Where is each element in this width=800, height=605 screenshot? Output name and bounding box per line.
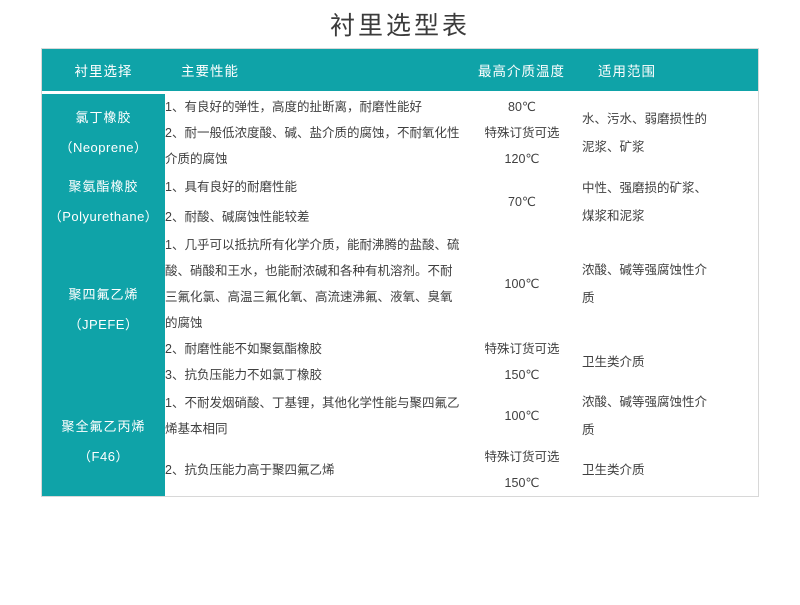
table-row: 2、耐磨性能不如聚氨酯橡胶 特殊订货可选 150℃ 卫生类介质: [42, 336, 758, 382]
temperature-line: 70℃: [508, 195, 536, 209]
table-row: 聚氨酯橡胶 （Polyurethane） 1、具有良好的耐磨性能 70℃ 中性、…: [42, 172, 758, 232]
scope-line: 卫生类介质: [582, 463, 645, 477]
gap-cell: [42, 91, 758, 94]
lining-name-cn: 聚四氟乙烯: [68, 287, 139, 302]
performance-cell: 2、耐一般低浓度酸、碱、盐介质的腐蚀，不耐氧化性介质的腐蚀: [165, 126, 460, 166]
scope-cell: 中性、强磨损的矿浆、 煤浆和泥浆: [582, 172, 758, 232]
table-row: 3、抗负压能力不如氯丁橡胶: [42, 362, 758, 388]
temperature-line: 150℃: [504, 368, 540, 382]
temperature-line: 特殊订货可选: [484, 342, 560, 356]
lining-name-cell: 聚全氟乙丙烯 （F46）: [42, 388, 165, 496]
temperature-line: 80℃: [508, 100, 536, 114]
temperature-cell: 特殊订货可选 150℃: [462, 336, 582, 388]
performance-cell: 2、耐磨性能不如聚氨酯橡胶: [165, 342, 322, 356]
header-body-gap: [42, 91, 758, 94]
table: 衬里选择 主要性能 最高介质温度 适用范围 氯丁橡胶 （Neoprene） 1、…: [42, 49, 758, 496]
temperature-line: 特殊订货可选: [484, 126, 560, 140]
column-header-main-performance: 主要性能: [165, 49, 462, 91]
lining-name-cn: 聚全氟乙丙烯: [61, 419, 146, 434]
scope-line: 卫生类介质: [582, 355, 645, 369]
scope-line: 中性、强磨损的矿浆、: [582, 181, 708, 195]
performance-cell: 1、不耐发烟硝酸、丁基锂，其他化学性能与聚四氟乙烯基本相同: [165, 396, 460, 436]
performance-cell: 1、具有良好的耐磨性能: [165, 180, 297, 194]
table-row: 聚全氟乙丙烯 （F46） 1、不耐发烟硝酸、丁基锂，其他化学性能与聚四氟乙烯基本…: [42, 388, 758, 496]
lining-name-en: （JPEFE）: [68, 317, 139, 332]
temperature-cell: 80℃: [462, 94, 582, 120]
performance-cell: 2、耐酸、碱腐蚀性能较差: [165, 210, 310, 224]
table-row: 2、耐酸、碱腐蚀性能较差: [42, 202, 758, 232]
scope-cell: 水、污水、弱磨损性的 泥浆、矿浆: [582, 94, 758, 172]
table-row: 氯丁橡胶 （Neoprene） 1、有良好的弹性，高度的扯断离，耐磨性能好 80…: [42, 94, 758, 172]
lining-name-en: （Neoprene）: [59, 140, 148, 155]
table-header-row: 衬里选择 主要性能 最高介质温度 适用范围: [42, 49, 758, 91]
temperature-line: 100℃: [504, 409, 540, 423]
column-header-application-scope: 适用范围: [582, 49, 758, 91]
column-header-lining-choice: 衬里选择: [42, 49, 165, 91]
temperature-cell: 70℃: [462, 172, 582, 232]
scope-line: 浓酸、碱等强腐蚀性介: [582, 395, 708, 409]
scope-cell: 浓酸、碱等强腐蚀性介 质: [582, 232, 758, 336]
lining-name-en: （Polyurethane）: [48, 209, 159, 224]
lining-name-cn: 氯丁橡胶: [75, 110, 132, 125]
scope-line: 质: [582, 291, 595, 305]
lining-selection-table: 衬里选择 主要性能 最高介质温度 适用范围 氯丁橡胶 （Neoprene） 1、…: [41, 48, 759, 497]
scope-cell: 浓酸、碱等强腐蚀性介 质: [582, 388, 758, 444]
performance-cell: 1、几乎可以抵抗所有化学介质，能耐沸腾的盐酸、硫酸、硝酸和王水，也能耐浓碱和各种…: [165, 238, 460, 330]
lining-name-cell: 聚四氟乙烯 （JPEFE）: [42, 232, 165, 388]
table-row: 聚四氟乙烯 （JPEFE） 1、几乎可以抵抗所有化学介质，能耐沸腾的盐酸、硫酸、…: [42, 232, 758, 388]
temperature-line: 120℃: [504, 152, 540, 166]
page-title: 衬里选型表: [329, 12, 470, 40]
column-header-max-temperature: 最高介质温度: [462, 49, 582, 91]
table-row: 2、耐一般低浓度酸、碱、盐介质的腐蚀，不耐氧化性介质的腐蚀 特殊订货可选 120…: [42, 120, 758, 172]
temperature-cell: 特殊订货可选 120℃: [462, 120, 582, 172]
temperature-line: 100℃: [504, 277, 540, 291]
performance-cell: 2、抗负压能力高于聚四氟乙烯: [165, 463, 335, 477]
temperature-cell: 100℃: [462, 232, 582, 336]
scope-line: 煤浆和泥浆: [582, 209, 645, 223]
lining-name-cell: 聚氨酯橡胶 （Polyurethane）: [42, 172, 165, 232]
lining-name-cn: 聚氨酯橡胶: [68, 179, 139, 194]
scope-cell: 卫生类介质: [582, 336, 758, 388]
table-row: 2、抗负压能力高于聚四氟乙烯 特殊订货可选 150℃ 卫生类介质: [42, 444, 758, 496]
lining-name-en: （F46）: [78, 449, 129, 464]
scope-line: 水、污水、弱磨损性的: [582, 112, 708, 126]
temperature-line: 150℃: [504, 476, 540, 490]
scope-cell: 卫生类介质: [582, 444, 758, 496]
lining-name-cell: 氯丁橡胶 （Neoprene）: [42, 94, 165, 172]
temperature-cell: 100℃: [462, 388, 582, 444]
performance-cell: 3、抗负压能力不如氯丁橡胶: [165, 368, 322, 382]
temperature-cell: 特殊订货可选 150℃: [462, 444, 582, 496]
scope-line: 浓酸、碱等强腐蚀性介: [582, 263, 708, 277]
scope-line: 泥浆、矿浆: [582, 140, 645, 154]
temperature-line: 特殊订货可选: [484, 450, 560, 464]
performance-cell: 1、有良好的弹性，高度的扯断离，耐磨性能好: [165, 100, 422, 114]
scope-line: 质: [582, 423, 595, 437]
